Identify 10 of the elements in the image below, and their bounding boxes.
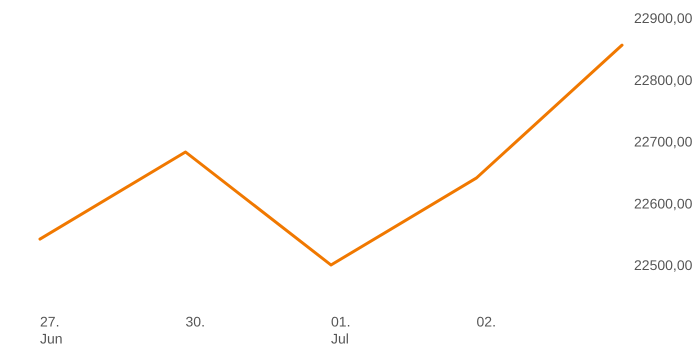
- x-tick-label: 01. Jul: [331, 314, 350, 346]
- y-tick-label: 22900,00: [634, 10, 693, 26]
- x-tick-label: 27. Jun: [40, 314, 63, 346]
- y-tick-label: 22500,00: [634, 257, 693, 273]
- y-tick-label: 22600,00: [634, 195, 693, 212]
- y-tick-label: 22800,00: [634, 72, 693, 88]
- y-tick-label: 22700,00: [634, 134, 693, 150]
- x-tick-label: 30.: [186, 314, 205, 330]
- x-tick-label: 02.: [476, 314, 496, 330]
- line-series: [38, 44, 624, 266]
